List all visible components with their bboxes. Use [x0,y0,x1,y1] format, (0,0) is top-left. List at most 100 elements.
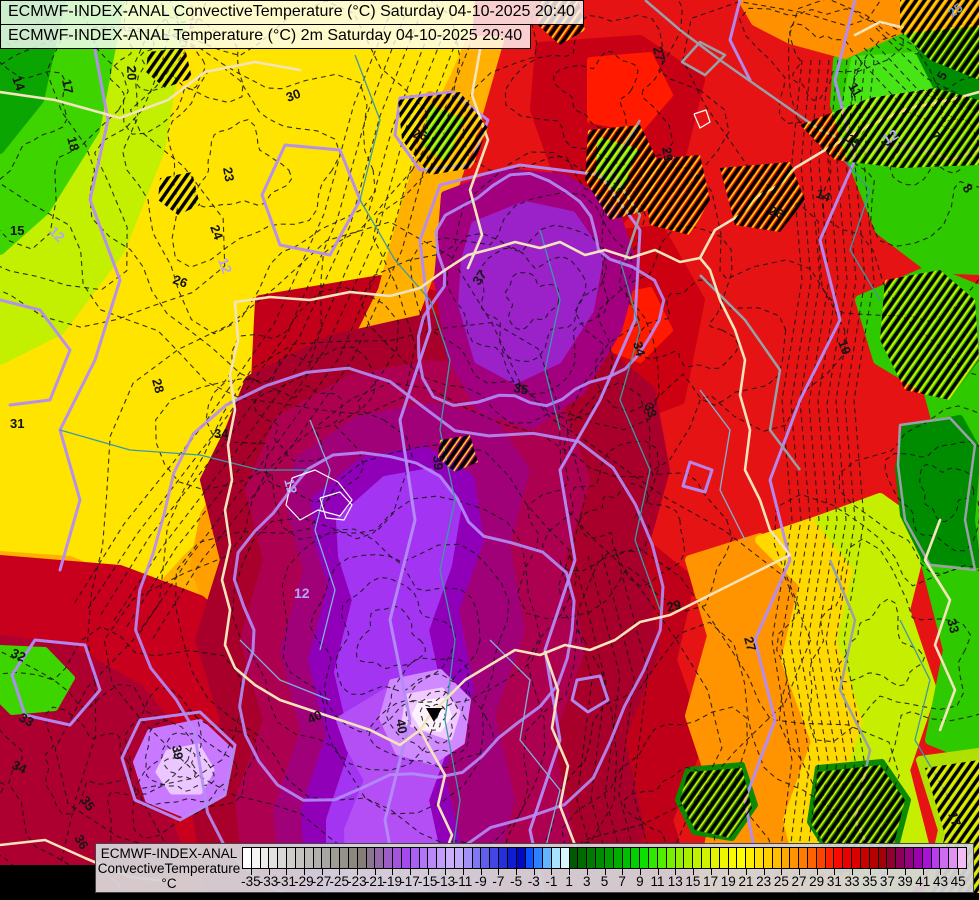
colorbar-cell [543,848,552,868]
map-title-secondary: ECMWF-INDEX-ANAL Temperature (°C) 2m Sat… [0,24,532,49]
colorbar-tick [781,869,783,875]
contour-line [446,224,609,395]
contour-label: 33 [944,617,962,635]
colorbar-tick-label: 15 [685,874,701,889]
colorbar-cell [755,848,764,868]
colorbar-cell [384,848,394,868]
contour-line [798,59,830,885]
colorbar-cell [878,848,888,868]
colorbar-cell [393,848,402,868]
contour-line [780,59,812,885]
contour-label: 29 [659,146,676,163]
colorbar-cells [242,847,967,869]
contour-label: 34 [214,426,229,441]
colorbar-cell [852,848,861,868]
contour-label: 2 [878,138,894,149]
colorbar-cell [931,848,941,868]
colorbar-tick [710,869,712,875]
contour-label: 17 [59,78,76,95]
colorbar-cell [428,848,438,868]
colorbar-tick [286,869,288,875]
colorbar-tick [604,869,606,875]
colorbar-tick [356,869,358,875]
colorbar-cell [295,848,305,868]
contour-line [919,463,975,523]
colorbar-cell [454,848,464,868]
colorbar-tick [463,869,465,875]
colorbar-cell [304,848,314,868]
colorbar-tick [869,869,871,875]
colorbar-tick-label: 39 [897,874,913,889]
colorbar-cell [366,848,376,868]
colorbar-cell [499,848,508,868]
colorbar-tick [834,869,836,875]
contour-line [310,554,481,733]
colorbar-cell [702,848,711,868]
colorbar-cell [481,848,491,868]
contour-line [565,167,846,478]
colorbar-cell [560,848,570,868]
colorbar-tick [321,869,323,875]
contour-label: 18 [64,135,82,153]
contour-line [541,440,686,588]
colorbar-cell [887,848,897,868]
contour-label: 37 [469,267,490,287]
colorbar-tick [445,869,447,875]
colorbar-tick [498,869,500,875]
legend-units-label: °C [161,876,177,891]
contour-label: 14 [814,186,833,205]
colorbar-tick-label: 9 [636,874,644,889]
contour-label: 31 [10,416,24,431]
colorbar-cell [816,848,826,868]
contour-label: 39 [169,744,186,761]
contour-line [579,482,652,554]
colorbar: -35 -33 -31 -29 -27 -25 -23 -21 -19 -17 -15 -13 -11-… [241,847,967,892]
contour-line [615,551,659,886]
colorbar-cell [446,848,455,868]
colorbar-cell [684,848,694,868]
contour-line [124,687,258,840]
colorbar-tick [639,869,641,875]
contour-line [355,605,426,669]
colorbar-cell [860,848,870,868]
contour-label: 33 [641,401,660,420]
contour-line [416,171,666,408]
colorbar-tick [374,869,376,875]
colorbar-tick-label: -9 [474,874,487,889]
contour-line [56,221,812,900]
colorbar-cell [278,848,288,868]
colorbar-tick-label: 19 [720,874,736,889]
colorbar-tick [480,869,482,875]
colorbar-tick [622,869,624,875]
colorbar-tick-label: 27 [791,874,807,889]
contour-line [816,59,848,885]
colorbar-cell [657,848,667,868]
colorbar-tick [586,869,588,875]
contour-line [99,20,419,617]
colorbar-tick-label: 1 [565,874,573,889]
contour-line [134,366,665,900]
contour-label: 34 [630,340,648,359]
contour-label: 11 [845,80,865,99]
contour-line [231,495,542,815]
contour-label: 40 [393,718,410,735]
contour-label: 23 [220,166,237,183]
colorbar-cell [463,848,473,868]
colorbar-tick-label: -23 [347,874,367,889]
colorbar-cell [490,848,500,868]
colorbar-tick-label: 13 [667,874,683,889]
colorbar-cell [419,848,429,868]
colorbar-tick [728,869,730,875]
colorbar-cell [763,848,773,868]
contour-line [773,493,979,816]
colorbar-tickrow [242,869,967,875]
legend-parameter-label: ConvectiveTemperature [97,861,241,876]
contour-line [834,59,866,885]
colorbar-tick-label: -1 [545,874,558,889]
colorbar-tick-label: -13 [435,874,456,889]
contour-label: 20 [124,66,139,81]
colorbar-cell [825,848,835,868]
colorbar-cell [799,848,808,868]
contour-line [155,286,413,540]
